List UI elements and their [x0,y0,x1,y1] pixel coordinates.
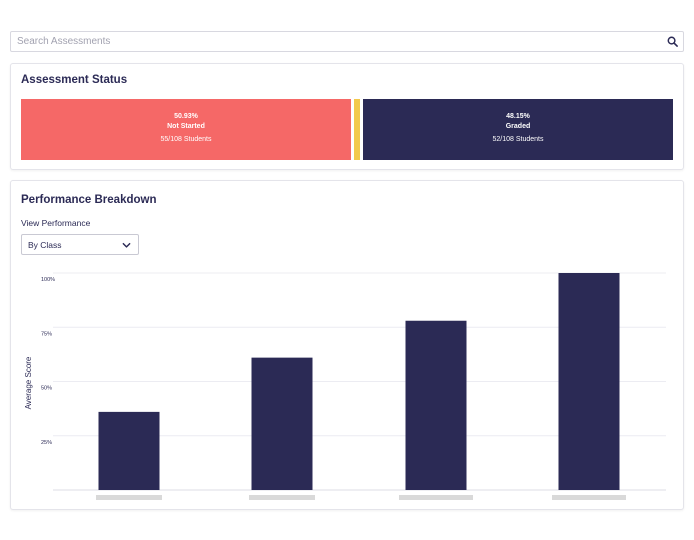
chart-bar[interactable] [405,320,467,490]
performance-breakdown-card: Performance Breakdown View Performance B… [10,180,684,510]
assessment-status-title: Assessment Status [21,74,128,86]
y-axis-label: Average Score [24,356,33,409]
status-bar: 50.93% Not Started 55/108 Students 48.15… [21,99,673,160]
chart-bar[interactable] [558,273,620,490]
view-select-value: By Class [28,240,62,250]
x-category-label-placeholder [552,495,626,500]
y-tick-label: 75% [41,331,52,337]
x-category-label-placeholder [399,495,473,500]
performance-breakdown-title: Performance Breakdown [21,194,157,206]
status-segment-graded[interactable]: 48.15% Graded 52/108 Students [363,99,673,160]
status-segment-not-started[interactable]: 50.93% Not Started 55/108 Students [21,99,351,160]
segment-label: Graded [505,123,531,130]
y-tick-label: 100% [41,277,55,283]
y-tick-label: 25% [41,440,52,446]
segment-percent: 48.15% [506,113,530,120]
view-performance-select[interactable]: By Class [21,234,139,255]
segment-percent: 50.93% [174,113,198,120]
search-bar [10,31,684,52]
segment-count: 55/108 Students [160,136,212,143]
chart-bar[interactable] [251,357,313,490]
chevron-down-icon [122,242,131,248]
chart-bar[interactable] [98,411,160,490]
assessment-status-card: Assessment Status 50.93% Not Started 55/… [10,63,684,170]
y-tick-label: 50% [41,386,52,392]
segment-label: Not Started [167,123,205,130]
search-input[interactable] [11,32,651,51]
view-performance-label: View Performance [21,218,91,228]
performance-chart: 25% 50% 75% 100% Average Score [24,272,666,500]
x-category-label-placeholder [249,495,315,500]
search-icon[interactable] [667,36,678,47]
status-segment-in-progress[interactable] [354,99,360,160]
x-category-label-placeholder [96,495,162,500]
segment-count: 52/108 Students [492,136,544,143]
